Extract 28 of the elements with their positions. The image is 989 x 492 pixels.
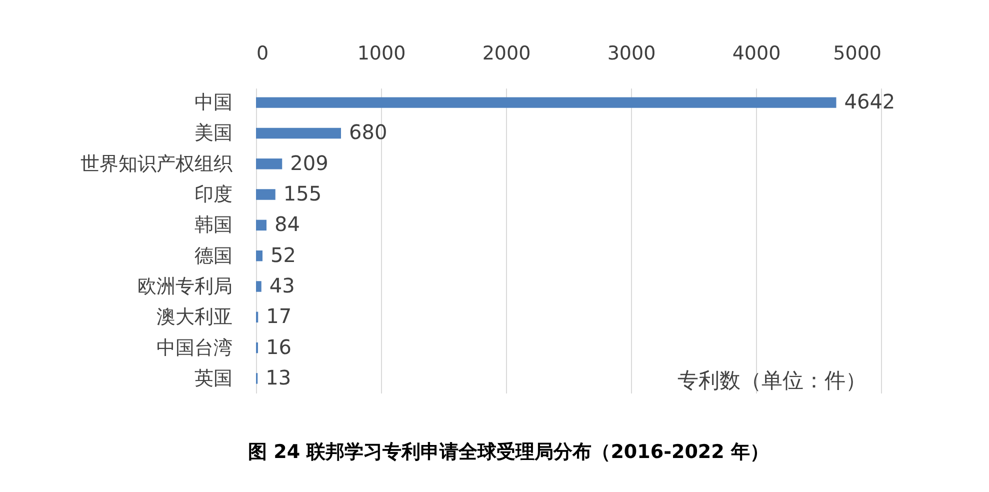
x-tick-label: 5000 xyxy=(833,42,882,64)
data-label: 16 xyxy=(266,334,292,359)
y-tick-label: 欧洲专利局 xyxy=(138,275,232,298)
x-tick-label: 3000 xyxy=(607,42,656,64)
data-label: 680 xyxy=(349,120,388,144)
data-label: 4642 xyxy=(844,90,896,114)
data-label: 209 xyxy=(290,150,328,175)
y-tick-label: 世界知识产权组织 xyxy=(80,152,232,175)
data-label: 52 xyxy=(270,242,296,267)
y-tick-label: 英国 xyxy=(194,367,232,390)
data-label: 43 xyxy=(269,273,295,298)
y-tick-label: 中国台湾 xyxy=(156,336,232,359)
x-tick-label: 2000 xyxy=(482,42,531,64)
data-label: 155 xyxy=(283,182,322,206)
data-label: 84 xyxy=(274,212,300,236)
x-axis-title: 专利数（单位：件） xyxy=(678,368,866,392)
y-tick-label: 中国 xyxy=(194,92,232,114)
text: 图 24 联邦学习专利申请全球受理局分布（2016-2022 年） xyxy=(248,441,769,463)
data-label: 17 xyxy=(266,304,292,328)
x-tick-label: 4000 xyxy=(732,42,781,64)
y-tick-label: 韩国 xyxy=(194,214,232,236)
x-tick-label: 0 xyxy=(256,42,269,64)
y-tick-label: 澳大利亚 xyxy=(156,306,232,328)
data-label: 13 xyxy=(266,365,292,390)
y-tick-label: 印度 xyxy=(194,184,232,206)
x-tick-label: 1000 xyxy=(357,42,406,64)
y-tick-label: 美国 xyxy=(194,122,232,144)
y-tick-label: 德国 xyxy=(194,244,232,267)
